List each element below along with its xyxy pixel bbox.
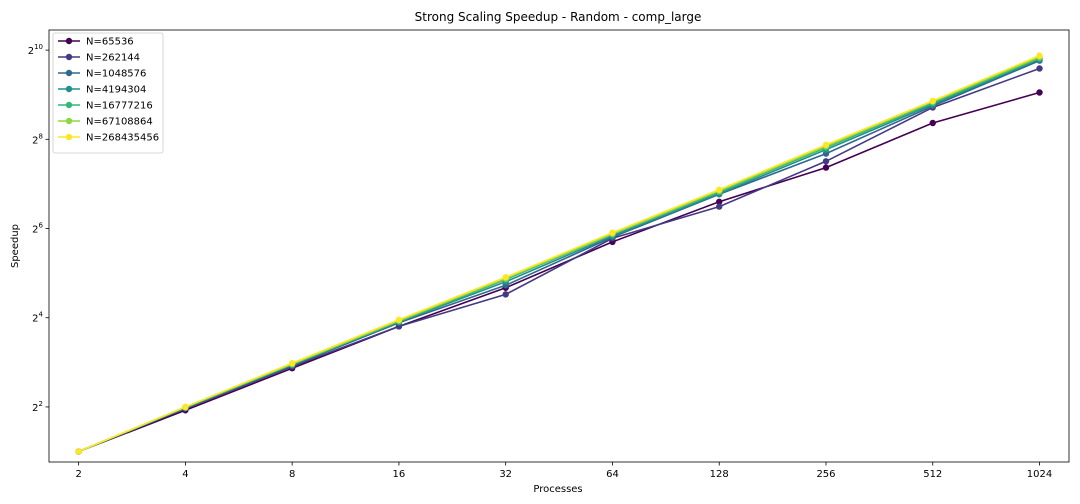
- x-tick-label: 128: [710, 469, 729, 480]
- legend-item: N=65536: [58, 37, 134, 48]
- x-tick-label: 8: [289, 469, 295, 480]
- x-tick-label: 4: [182, 469, 188, 480]
- y-axis-label: Speedup: [10, 224, 21, 268]
- legend-label: N=67108864: [86, 117, 153, 128]
- data-point: [75, 448, 82, 455]
- y-tick-label: 24: [32, 311, 43, 325]
- data-point: [502, 274, 509, 281]
- x-tick-label: 512: [923, 469, 942, 480]
- x-axis-label: Processes: [533, 484, 582, 495]
- legend-label: N=268435456: [86, 133, 159, 144]
- data-point: [502, 291, 509, 298]
- y-tick-label: 22: [32, 400, 43, 414]
- data-point: [716, 198, 723, 205]
- y-tick-label: 210: [28, 43, 43, 57]
- legend-marker: [65, 101, 73, 109]
- legend-label: N=1048576: [86, 69, 146, 80]
- data-point: [609, 229, 616, 236]
- legend-label: N=65536: [86, 37, 134, 48]
- data-point: [716, 203, 723, 210]
- series-line: [78, 91, 1040, 453]
- legend-marker: [65, 85, 73, 93]
- data-point: [1036, 65, 1043, 72]
- legend: N=65536 N=262144 N=1048576 N=4194304 N=16777…: [52, 32, 164, 154]
- data-point: [929, 119, 936, 127]
- legend-label: N=262144: [86, 53, 140, 64]
- data-point: [822, 164, 830, 171]
- plot-frame: [48, 29, 1070, 463]
- legend-item: N=268435456: [58, 133, 159, 144]
- legend-marker: [65, 133, 73, 141]
- legend-marker: [65, 69, 73, 77]
- legend-item: N=4194304: [58, 85, 146, 96]
- data-point: [1036, 89, 1043, 96]
- data-point: [288, 359, 296, 367]
- legend-item: N=16777216: [58, 101, 153, 112]
- data-point: [182, 403, 189, 411]
- legend-label: N=4194304: [86, 85, 146, 96]
- series-layer: [75, 52, 1043, 455]
- series-line: [78, 67, 1040, 453]
- legend-marker: [65, 37, 73, 45]
- data-point: [822, 158, 830, 165]
- x-tick-label: 1024: [1027, 469, 1052, 480]
- x-tick-label: 2: [75, 469, 81, 480]
- data-point: [716, 186, 723, 193]
- legend-box: [52, 32, 164, 154]
- legend-item: N=1048576: [58, 69, 146, 80]
- legend-item: N=262144: [58, 53, 140, 64]
- legend-label: N=16777216: [86, 101, 153, 112]
- data-point: [1036, 52, 1043, 59]
- data-point: [929, 97, 936, 105]
- y-tick-label: 26: [32, 222, 43, 236]
- series-1: [75, 89, 1043, 455]
- x-tick-label: 32: [499, 469, 512, 480]
- chart-title: Strong Scaling Speedup - Random - comp_l…: [415, 10, 702, 24]
- legend-marker: [65, 117, 73, 125]
- x-tick-label: 16: [393, 469, 406, 480]
- x-tick-label: 64: [606, 469, 619, 480]
- data-point: [822, 141, 830, 149]
- data-point: [395, 316, 403, 323]
- y-tick-label: 28: [32, 132, 43, 146]
- series-7: [75, 52, 1043, 455]
- legend-item: N=67108864: [58, 117, 153, 128]
- x-tick-label: 256: [816, 469, 835, 480]
- legend-marker: [65, 53, 73, 61]
- series-line: [78, 54, 1040, 453]
